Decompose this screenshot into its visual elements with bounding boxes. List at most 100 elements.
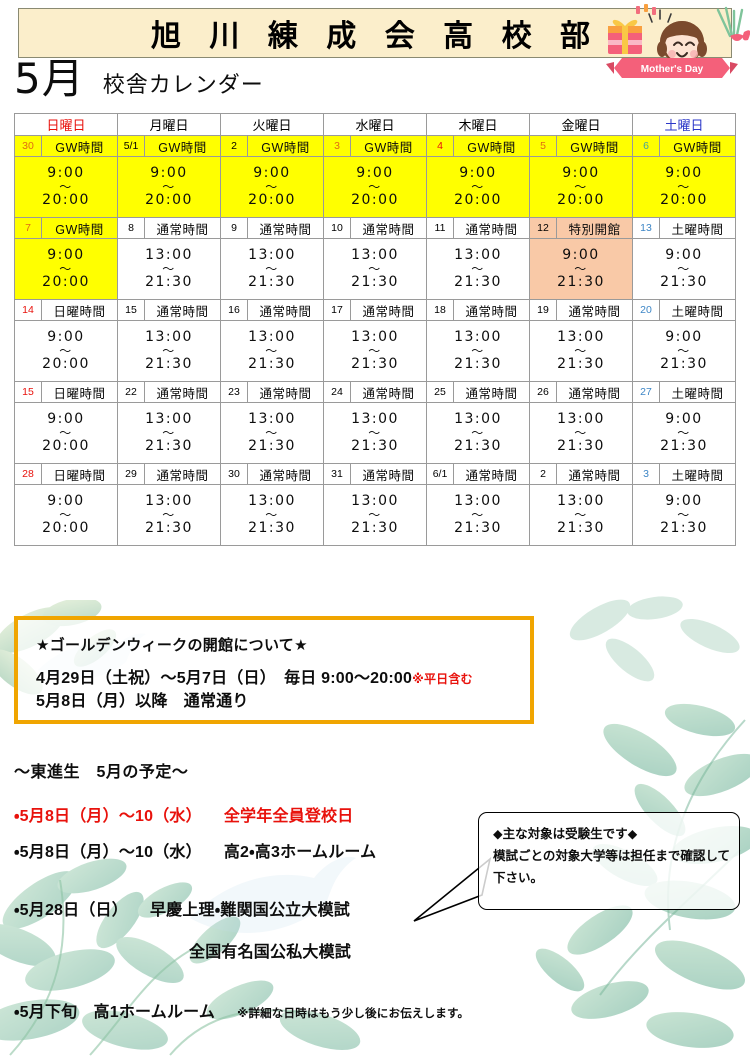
day-schedule-label: 通常時間 bbox=[465, 386, 518, 401]
calendar-hours-cell: 13:00 〜 21:30 bbox=[323, 484, 427, 546]
close-time: 21:30 bbox=[660, 520, 708, 536]
open-time: 13:00 bbox=[454, 493, 502, 510]
time-range-tilde: 〜 bbox=[265, 180, 279, 194]
calendar-day-cell[interactable]: 6 GW時間 bbox=[632, 135, 736, 157]
calendar-day-cell[interactable]: 25 通常時間 bbox=[426, 381, 530, 403]
calendar-day-cell[interactable]: 11 通常時間 bbox=[426, 217, 530, 239]
calendar-hours-cell: 9:00 〜 20:00 bbox=[14, 156, 118, 218]
close-time: 20:00 bbox=[145, 192, 193, 208]
open-time: 13:00 bbox=[557, 411, 605, 428]
calendar-day-cell[interactable]: 19 通常時間 bbox=[529, 299, 633, 321]
calendar-body: 30 GW時間 5/1 GW時間 2 GW時間 3 GW時間 4 GW時間 5 GW時間 6 GW時間 9:… bbox=[14, 135, 736, 546]
calendar-day-cell[interactable]: 30 通常時間 bbox=[220, 463, 324, 485]
schedule-item-1-date: ・5月8日（月）〜10（水） bbox=[14, 844, 202, 861]
time-range-tilde: 〜 bbox=[265, 508, 279, 522]
day-schedule-label: 通常時間 bbox=[362, 468, 415, 483]
open-time: 13:00 bbox=[248, 493, 296, 510]
time-range-tilde: 〜 bbox=[677, 426, 691, 440]
calendar-hours-cell: 13:00 〜 21:30 bbox=[220, 320, 324, 382]
schedule-item-0-date: ・5月8日（月）〜10（水） bbox=[14, 808, 202, 825]
calendar-day-cell[interactable]: 24 通常時間 bbox=[323, 381, 427, 403]
calendar-day-cell[interactable]: 30 GW時間 bbox=[14, 135, 118, 157]
calendar-day-cell[interactable]: 8 通常時間 bbox=[117, 217, 221, 239]
calendar-day-cell[interactable]: 26 通常時間 bbox=[529, 381, 633, 403]
calendar-day-cell[interactable]: 28 日曜時間 bbox=[14, 463, 118, 485]
calendar-day-cell[interactable]: 31 通常時間 bbox=[323, 463, 427, 485]
time-range-tilde: 〜 bbox=[368, 508, 382, 522]
calendar-day-cell[interactable]: 18 通常時間 bbox=[426, 299, 530, 321]
calendar-day-cell[interactable]: 29 通常時間 bbox=[117, 463, 221, 485]
calendar-day-cell[interactable]: 9 通常時間 bbox=[220, 217, 324, 239]
day-number: 3 bbox=[633, 464, 660, 484]
schedule-item-3-text: 全国有名国公私大模試 bbox=[189, 944, 352, 961]
calendar-day-cell[interactable]: 2 GW時間 bbox=[220, 135, 324, 157]
open-time: 13:00 bbox=[145, 247, 193, 264]
close-time: 21:30 bbox=[145, 274, 193, 290]
calendar-day-cell[interactable]: 15 通常時間 bbox=[117, 299, 221, 321]
day-schedule-label: 特別開館 bbox=[568, 222, 621, 237]
schedule-item-0-text: 全学年全員登校日 bbox=[223, 808, 354, 825]
day-number: 14 bbox=[15, 300, 42, 320]
open-time: 9:00 bbox=[253, 165, 291, 182]
callout-line-3: 下さい。 bbox=[493, 870, 544, 885]
time-range-tilde: 〜 bbox=[59, 344, 73, 358]
open-time: 9:00 bbox=[665, 493, 703, 510]
calendar-day-cell[interactable]: 14 日曜時間 bbox=[14, 299, 118, 321]
calendar-day-cell[interactable]: 20 土曜時間 bbox=[632, 299, 736, 321]
calendar-day-cell[interactable]: 7 GW時間 bbox=[14, 217, 118, 239]
calendar-day-cell[interactable]: 12 特別開館 bbox=[529, 217, 633, 239]
time-range-tilde: 〜 bbox=[368, 262, 382, 276]
calendar-day-cell[interactable]: 5/1 GW時間 bbox=[117, 135, 221, 157]
calendar-day-cell[interactable]: 2 通常時間 bbox=[529, 463, 633, 485]
close-time: 21:30 bbox=[351, 356, 399, 372]
calendar-day-cell[interactable]: 4 GW時間 bbox=[426, 135, 530, 157]
open-time: 9:00 bbox=[562, 247, 600, 264]
day-number: 28 bbox=[15, 464, 42, 484]
time-range-tilde: 〜 bbox=[574, 508, 588, 522]
open-time: 13:00 bbox=[557, 329, 605, 346]
calendar-day-cell[interactable]: 15 日曜時間 bbox=[14, 381, 118, 403]
day-number: 29 bbox=[118, 464, 145, 484]
calendar-day-cell[interactable]: 22 通常時間 bbox=[117, 381, 221, 403]
day-number: 30 bbox=[15, 136, 42, 156]
close-time: 21:30 bbox=[660, 438, 708, 454]
day-number: 27 bbox=[633, 382, 660, 402]
day-schedule-label: GW時間 bbox=[158, 140, 207, 155]
calendar-hours-cell: 13:00 〜 21:30 bbox=[117, 238, 221, 300]
close-time: 21:30 bbox=[248, 438, 296, 454]
calendar-hours-cell: 13:00 〜 21:30 bbox=[529, 402, 633, 464]
calendar-day-cell[interactable]: 23 通常時間 bbox=[220, 381, 324, 403]
time-range-tilde: 〜 bbox=[162, 344, 176, 358]
school-calendar-table: 日曜日 月曜日 火曜日 水曜日 木曜日 金曜日 土曜日 30 GW時間 5/1 GW時… bbox=[14, 113, 736, 546]
day-number: 16 bbox=[221, 300, 248, 320]
close-time: 21:30 bbox=[454, 520, 502, 536]
close-time: 20:00 bbox=[42, 192, 90, 208]
calendar-day-cell[interactable]: 10 通常時間 bbox=[323, 217, 427, 239]
calendar-hours-cell: 9:00 〜 21:30 bbox=[632, 238, 736, 300]
time-range-tilde: 〜 bbox=[677, 262, 691, 276]
day-schedule-label: 通常時間 bbox=[362, 386, 415, 401]
calendar-day-cell[interactable]: 16 通常時間 bbox=[220, 299, 324, 321]
calendar-hours-cell: 13:00 〜 21:30 bbox=[117, 320, 221, 382]
calendar-day-cell[interactable]: 17 通常時間 bbox=[323, 299, 427, 321]
calendar-day-cell[interactable]: 13 土曜時間 bbox=[632, 217, 736, 239]
calendar-hours-cell: 13:00 〜 21:30 bbox=[426, 320, 530, 382]
day-number: 2 bbox=[530, 464, 557, 484]
open-time: 9:00 bbox=[47, 493, 85, 510]
day-number: 18 bbox=[427, 300, 454, 320]
close-time: 20:00 bbox=[42, 274, 90, 290]
day-schedule-label: GW時間 bbox=[570, 140, 619, 155]
day-schedule-label: 日曜時間 bbox=[53, 304, 106, 319]
calendar-day-cell[interactable]: 27 土曜時間 bbox=[632, 381, 736, 403]
open-time: 13:00 bbox=[454, 411, 502, 428]
calendar-day-cell[interactable]: 6/1 通常時間 bbox=[426, 463, 530, 485]
calendar-day-cell[interactable]: 3 土曜時間 bbox=[632, 463, 736, 485]
calendar-hours-cell: 9:00 〜 20:00 bbox=[14, 320, 118, 382]
calendar-day-cell[interactable]: 3 GW時間 bbox=[323, 135, 427, 157]
calendar-hours-row: 9:00 〜 20:00 9:00 〜 20:00 9:00 〜 20:00 9:00 〜 20:00… bbox=[14, 156, 736, 218]
time-range-tilde: 〜 bbox=[368, 344, 382, 358]
time-range-tilde: 〜 bbox=[574, 262, 588, 276]
calendar-day-cell[interactable]: 5 GW時間 bbox=[529, 135, 633, 157]
time-range-tilde: 〜 bbox=[677, 180, 691, 194]
day-schedule-label: 通常時間 bbox=[362, 222, 415, 237]
